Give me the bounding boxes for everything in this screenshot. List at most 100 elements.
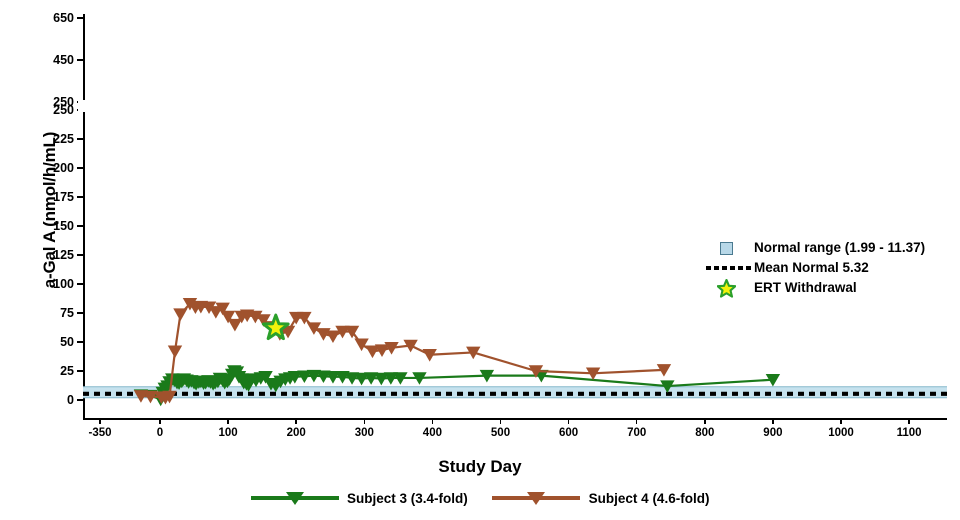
series-marker-1	[393, 372, 408, 385]
chart-legend-inner: Normal range (1.99 - 11.37) Mean Normal …	[706, 238, 956, 298]
legend-item-mean-normal: Mean Normal 5.32	[706, 258, 956, 278]
series-marker-1	[325, 371, 341, 384]
x-tick-label: 900	[763, 427, 783, 439]
series-marker-2	[248, 310, 263, 324]
y-tick-mark	[77, 167, 83, 169]
x-tick-label: 700	[627, 427, 647, 439]
y-axis-line-upper	[83, 14, 85, 102]
series-marker-1	[297, 370, 312, 384]
legend-item-subject-3: Subject 3 (3.4-fold)	[250, 487, 468, 509]
y-tick-label: 50	[60, 335, 74, 349]
y-tick-label: 225	[53, 132, 74, 146]
x-tick-label: 200	[286, 427, 306, 439]
series-marker-2	[256, 314, 271, 327]
square-swatch-icon	[720, 242, 733, 255]
y-tick-label: 100	[53, 277, 74, 291]
y-axis-line-lower	[83, 110, 85, 418]
x-tick-mark	[840, 418, 842, 424]
series-marker-2	[143, 390, 158, 404]
x-tick-mark	[363, 418, 366, 424]
y-tick-mark	[77, 254, 83, 256]
y-tick-mark	[77, 138, 83, 140]
y-tick-mark	[77, 399, 83, 401]
series-marker-1	[479, 369, 495, 383]
series-marker-2	[227, 318, 243, 332]
ert-withdrawal-star-icon	[261, 313, 290, 341]
x-tick-mark	[295, 418, 297, 424]
y-axis-break-marker	[78, 100, 90, 112]
series-marker-2	[354, 338, 369, 352]
y-tick-label: 250	[53, 103, 74, 117]
plot-svg	[83, 297, 947, 407]
series-marker-1	[316, 370, 331, 384]
y-tick-label: 175	[53, 190, 74, 204]
x-axis-line	[83, 418, 947, 420]
legend-label-normal-range: Normal range (1.99 - 11.37)	[754, 240, 926, 255]
series-marker-2	[306, 322, 322, 335]
x-tick-mark	[772, 418, 774, 424]
series-marker-2	[335, 325, 350, 339]
legend-label-subject-3: Subject 3 (3.4-fold)	[347, 490, 468, 506]
y-tick-mark	[77, 283, 83, 285]
triangle-down-icon-subject-4	[492, 487, 581, 509]
chart-legend-bottom: Subject 3 (3.4-fold) Subject 4 (4.6-fold…	[0, 487, 960, 509]
x-tick-mark	[227, 418, 229, 424]
star-icon	[716, 278, 737, 303]
y-tick-mark	[77, 225, 83, 227]
legend-label-subject-4: Subject 4 (4.6-fold)	[588, 490, 710, 506]
y-tick-label: 450	[53, 53, 74, 67]
series-marker-2	[133, 390, 149, 403]
plot-area	[83, 14, 947, 418]
y-tick-mark	[77, 341, 83, 343]
series-marker-2	[297, 311, 312, 325]
legend-item-subject-4: Subject 4 (4.6-fold)	[492, 487, 709, 509]
series-marker-2	[403, 339, 418, 353]
series-marker-1	[412, 372, 427, 385]
series-marker-2	[585, 367, 601, 381]
legend-label-ert-withdrawal: ERT Withdrawal	[754, 280, 857, 295]
y-tick-label: 125	[53, 248, 74, 262]
series-marker-2	[325, 330, 341, 344]
dashed-line-icon	[706, 266, 752, 270]
y-tick-mark	[77, 59, 83, 61]
series-marker-1	[287, 371, 303, 384]
series-marker-2	[280, 325, 296, 339]
series-marker-2	[215, 302, 230, 316]
legend-item-ert-withdrawal: ERT Withdrawal	[706, 278, 956, 298]
x-tick-label: 1000	[828, 427, 854, 439]
series-marker-2	[365, 345, 380, 359]
x-tick-mark	[908, 418, 910, 424]
series-marker-1	[306, 369, 322, 383]
y-tick-label: 200	[53, 161, 74, 175]
series-marker-2	[220, 310, 236, 324]
series-marker-2	[173, 308, 188, 321]
y-tick-mark	[77, 370, 83, 372]
x-tick-label: 300	[354, 427, 374, 439]
series-marker-1	[383, 372, 399, 385]
x-tick-mark	[567, 418, 570, 424]
series-marker-2	[162, 390, 177, 404]
y-tick-label: 150	[53, 219, 74, 233]
x-tick-mark	[704, 418, 706, 424]
series-marker-2	[528, 365, 544, 378]
x-tick-mark	[99, 418, 101, 424]
x-tick-label: 100	[218, 427, 238, 439]
y-tick-label: 75	[60, 306, 74, 320]
x-tick-label: 500	[490, 427, 511, 439]
y-tick-mark	[77, 196, 83, 198]
legend-label-mean-normal: Mean Normal 5.32	[754, 260, 869, 275]
x-tick-label: -350	[88, 427, 112, 439]
x-axis-title: Study Day	[438, 457, 522, 476]
series-marker-2	[374, 344, 390, 357]
y-tick-label: 25	[60, 364, 74, 378]
series-marker-1	[354, 372, 369, 386]
x-tick-label: 400	[422, 427, 442, 439]
legend-item-normal-range: Normal range (1.99 - 11.37)	[706, 238, 956, 258]
x-tick-label: 800	[695, 427, 715, 439]
series-marker-2	[384, 342, 399, 355]
y-axis-title: a-Gal A (nmol/h/mL)	[40, 131, 59, 289]
x-tick-mark	[499, 418, 502, 424]
series-marker-1	[258, 371, 273, 384]
series-marker-1	[765, 373, 781, 387]
